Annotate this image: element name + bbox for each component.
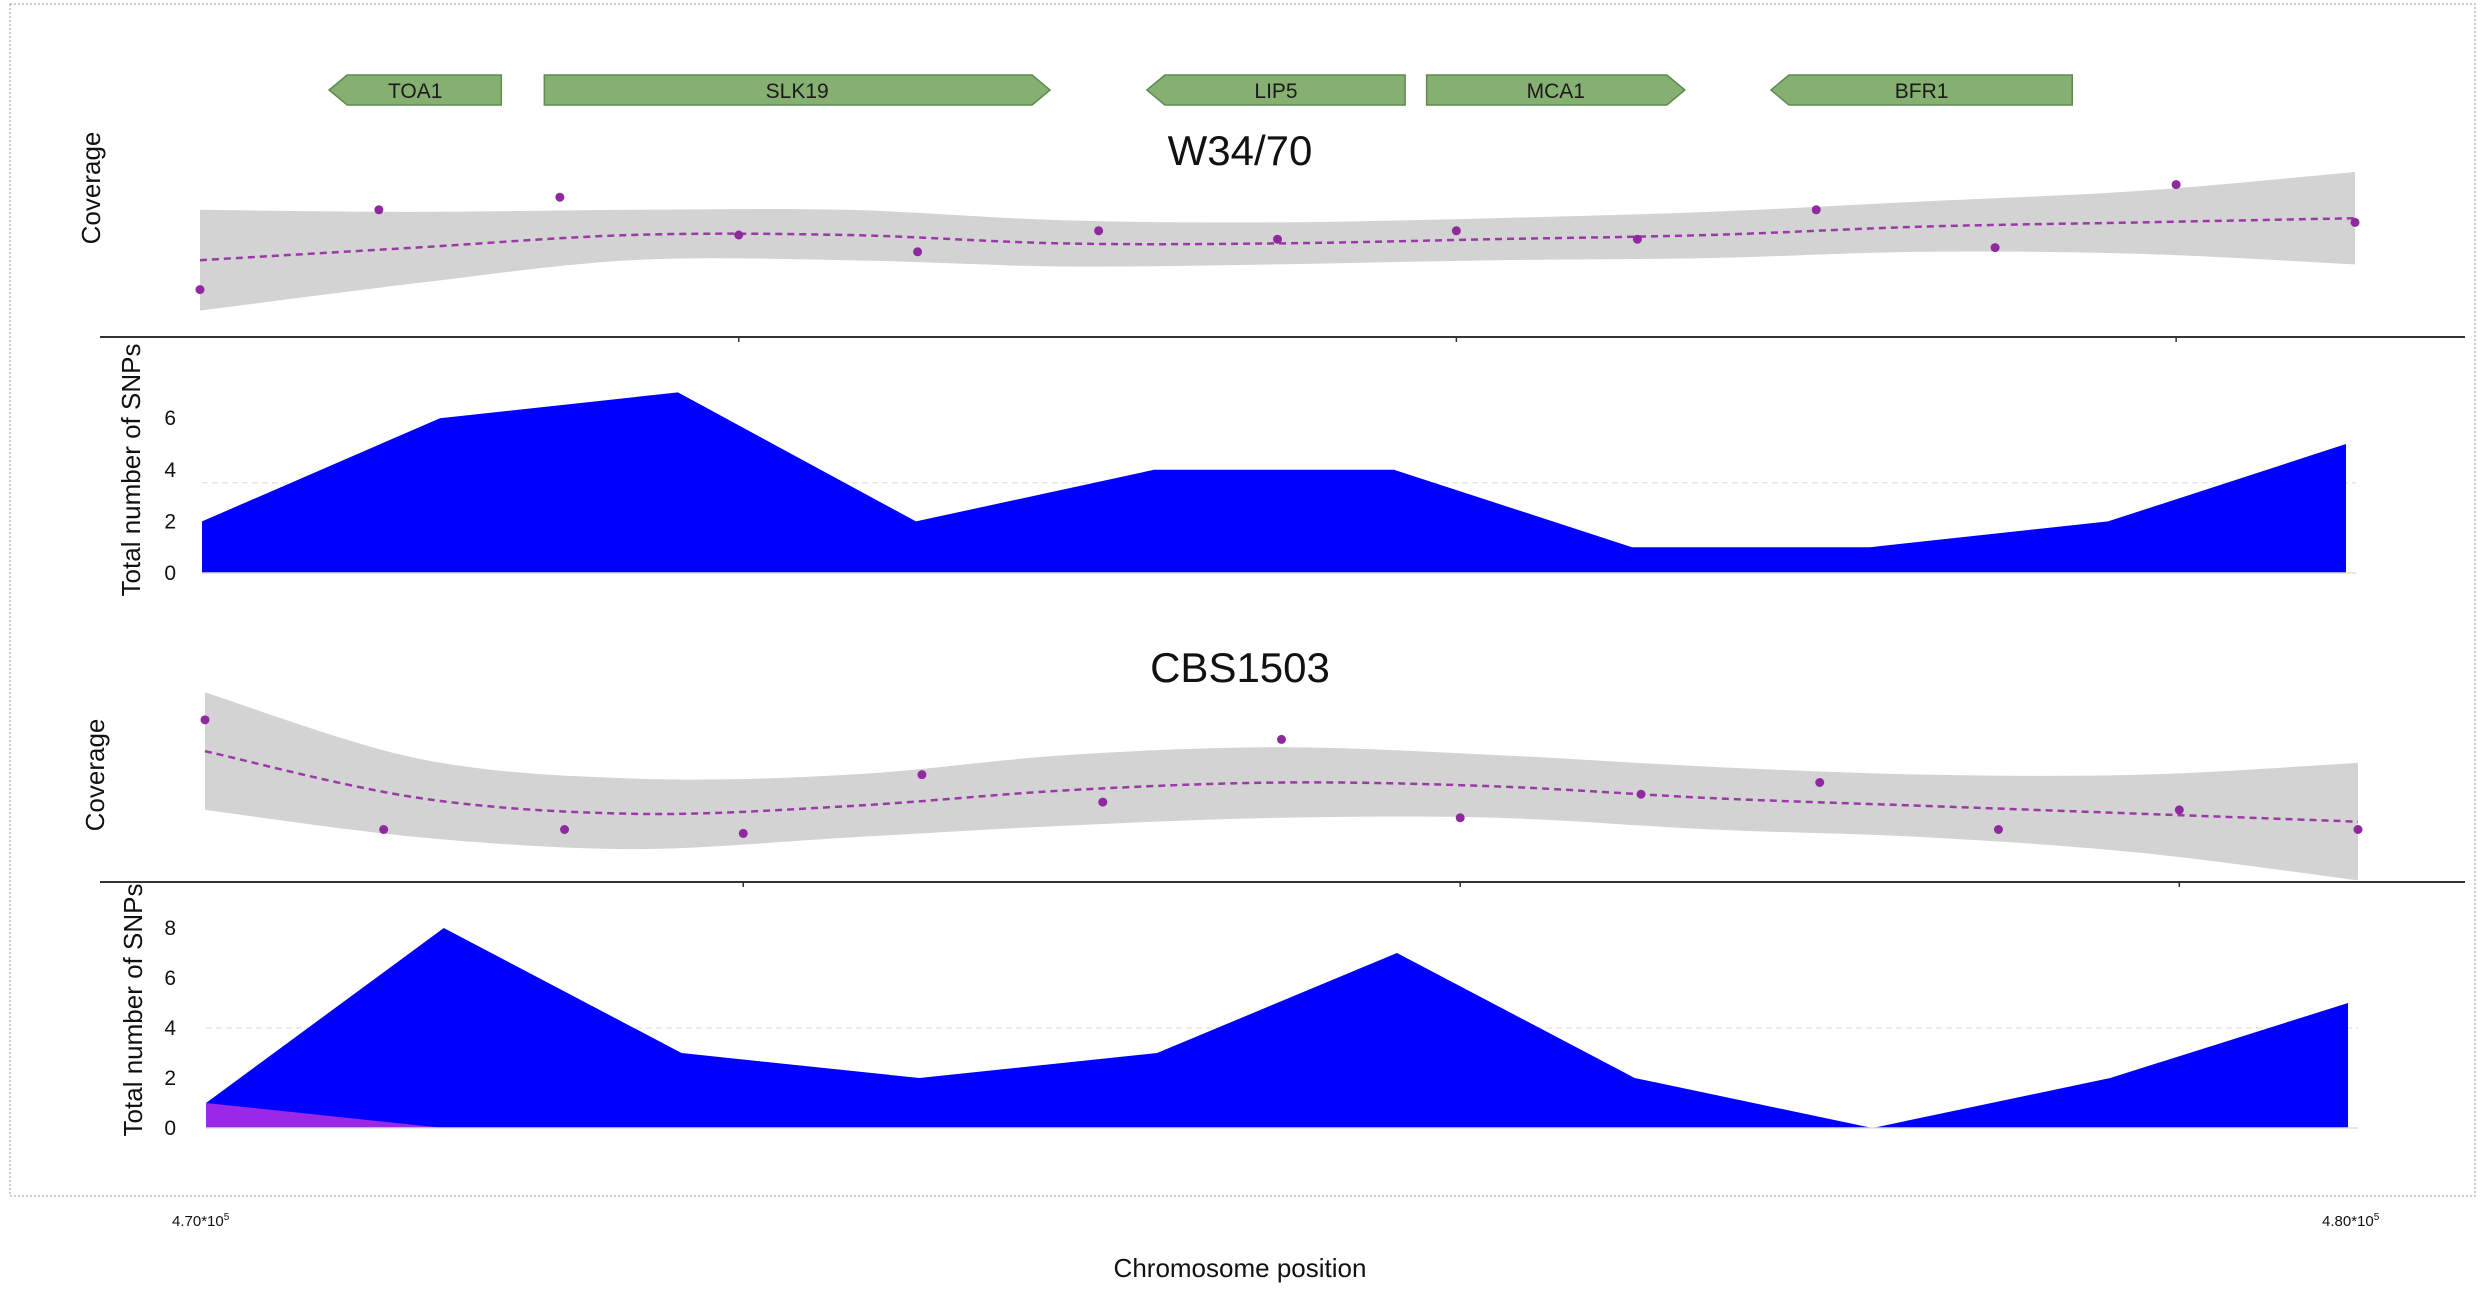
snp-panel-2: 0 2 4 6 8: [164, 917, 2358, 1140]
coverage-point-1-7: [1451, 226, 1461, 236]
x-tick-exponent-0: 5: [224, 1212, 230, 1223]
coverage-point-2-8: [1636, 789, 1646, 799]
y-tick-label-1-1: 2: [164, 510, 176, 533]
coverage-point-2-12: [2353, 825, 2363, 834]
coverage-panel-2: [200, 692, 2363, 887]
gene-label-lip5: LIP5: [1254, 80, 1297, 103]
coverage-point-1-8: [1632, 234, 1642, 244]
coverage-point-2-10: [1993, 825, 2003, 834]
gene-label-slk19: SLK19: [766, 80, 829, 103]
gene-label-mca1: MCA1: [1527, 80, 1585, 103]
gene-arrow-mca1: [1425, 74, 1687, 106]
x-tick-mantissa-1: 4.80*10: [2322, 1213, 2374, 1230]
gene-arrow-lip5: [1145, 74, 1406, 106]
svg-text:4.80*105: 4.80*105: [2322, 1212, 2380, 1230]
ylabel-snps-1: Total number of SNPs: [116, 344, 146, 597]
ylabel-snps-2: Total number of SNPs: [118, 884, 148, 1137]
coverage-point-2-9: [1815, 778, 1825, 787]
coverage-point-2-2: [560, 825, 570, 834]
coverage-point-2-0: [200, 715, 210, 725]
confidence-band-2: [205, 692, 2358, 881]
coverage-point-2-7: [1455, 813, 1465, 823]
coverage-point-1-0: [195, 285, 205, 295]
svg-text:4.70*105: 4.70*105: [172, 1212, 230, 1230]
snp-area-1-0: [202, 392, 2346, 573]
trend-line-2: [204, 749, 2359, 823]
x-tick-exponent-1: 5: [2374, 1212, 2380, 1223]
coverage-point-1-9: [1811, 205, 1821, 215]
coverage-point-1-6: [1273, 234, 1282, 244]
y-tick-label-2-2: 4: [164, 1017, 176, 1040]
x-tick-label-0: 4.70*105: [172, 1212, 230, 1230]
coverage-point-1-12: [2350, 217, 2360, 227]
coverage-point-1-11: [2171, 180, 2181, 190]
gene-arrow-toa1: [327, 74, 503, 106]
y-tick-label-2-3: 6: [164, 967, 176, 990]
y-tick-label-1-2: 4: [164, 459, 176, 482]
coverage-point-1-2: [555, 192, 565, 202]
coverage-point-2-1: [379, 825, 389, 834]
trend-line-1: [199, 216, 2356, 262]
coverage-panel-1: [195, 172, 2360, 342]
y-tick-label-1-3: 6: [164, 407, 176, 430]
gene-label-toa1: TOA1: [388, 80, 442, 103]
gene-label-bfr1: BFR1: [1895, 80, 1949, 103]
snp-area-2-0: [206, 928, 2348, 1128]
coverage-point-1-5: [1094, 226, 1104, 236]
coverage-point-1-3: [734, 230, 744, 240]
x-tick-label-1: 4.80*105: [2322, 1212, 2380, 1230]
coverage-point-2-6: [1277, 734, 1286, 744]
coverage-point-2-11: [2174, 805, 2184, 815]
y-tick-label-2-4: 8: [164, 917, 176, 940]
coverage-point-1-1: [374, 205, 384, 215]
x-axis-label: Chromosome position: [1114, 1253, 1367, 1283]
gene-arrow-slk19: [543, 74, 1052, 106]
coverage-point-2-3: [738, 828, 748, 838]
coverage-point-2-5: [1098, 797, 1108, 807]
title-cbs1503: CBS1503: [1150, 644, 1330, 691]
x-tick-mantissa-0: 4.70*10: [172, 1213, 224, 1230]
snp-panel-1: 0 2 4 6: [164, 392, 2356, 585]
title-w3470: W34/70: [1168, 127, 1313, 174]
coverage-point-2-4: [917, 770, 927, 780]
gene-arrow-bfr1: [1769, 74, 2073, 106]
gene-track: TOA1 SLK19 LIP5 MCA1 BFR1: [327, 74, 2073, 106]
y-tick-label-2-1: 2: [164, 1067, 176, 1090]
y-tick-label-1-0: 0: [164, 562, 176, 585]
coverage-point-1-4: [913, 247, 923, 257]
coverage-point-1-10: [1990, 243, 2000, 253]
y-tick-label-2-0: 0: [164, 1117, 176, 1140]
ylabel-coverage-2: Coverage: [80, 719, 110, 832]
ylabel-coverage-1: Coverage: [76, 132, 106, 245]
figure-frame: [9, 3, 2476, 1197]
